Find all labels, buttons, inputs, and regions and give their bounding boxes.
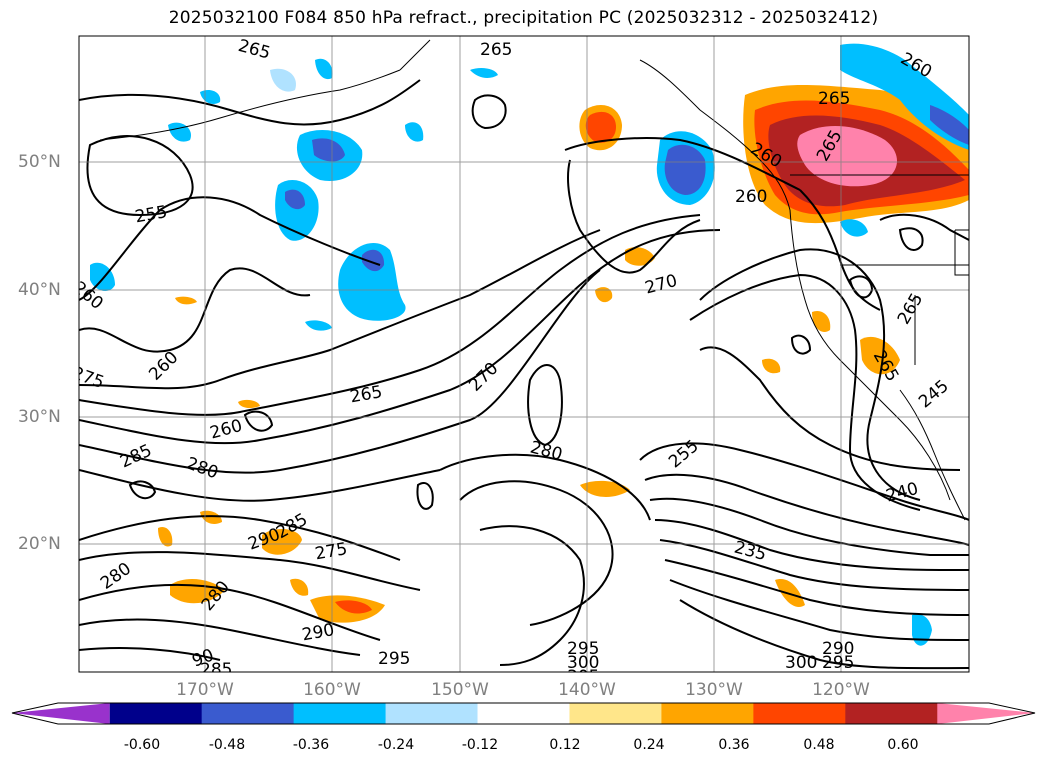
anomaly-positive-s6 <box>262 528 302 555</box>
lon-label: 150°W <box>431 680 489 700</box>
colorbar-segment <box>109 703 203 724</box>
contour-label: 295 <box>378 649 410 669</box>
anomaly-negative-small9 <box>840 219 868 237</box>
colorbar-segment <box>293 703 387 724</box>
colorbar-segment <box>845 703 938 724</box>
anomaly-positive-s10 <box>762 358 781 374</box>
anomaly-negative-small10 <box>912 614 932 646</box>
map-plot: 265 265 260 265 265 255 260 260 260 270 … <box>78 35 970 687</box>
lat-label: 20°N <box>18 534 61 554</box>
lon-label: 170°W <box>176 680 234 700</box>
colorbar-segment <box>201 703 295 724</box>
anomaly-positive-s3 <box>580 480 630 497</box>
lon-label: 130°W <box>685 680 743 700</box>
anomaly-negative-aleut-core <box>312 138 345 162</box>
refractivity-contours <box>79 79 969 670</box>
colorbar-tick-label: 0.12 <box>549 737 581 753</box>
contour-label: 305 <box>567 667 599 687</box>
anomaly-negative-small6 <box>405 122 424 142</box>
colorbar-tick-label: -0.12 <box>461 737 499 753</box>
colorbar-outline <box>11 702 1036 725</box>
colorbar-tick-label: 0.60 <box>887 737 919 753</box>
coastlines <box>99 39 969 521</box>
map-title: 2025032100 F084 850 hPa refract., precip… <box>168 8 879 28</box>
contour-label: 265 <box>480 40 512 60</box>
anomaly-positive-gulf-core <box>585 111 616 143</box>
colorbar-tick-label: 0.36 <box>718 737 750 753</box>
contour-label: 265 <box>818 89 850 109</box>
anomaly-positive-s1 <box>625 247 655 266</box>
contour-label: 300 <box>567 653 599 673</box>
contour-label: 300 <box>785 653 817 673</box>
colorbar-tick-label: -0.48 <box>208 737 246 753</box>
lon-label: 140°W <box>558 680 616 700</box>
colorbar-tick-label: -0.24 <box>377 737 415 753</box>
anomaly-positive-s9 <box>812 310 831 332</box>
anomaly-positive-pnw-max <box>797 125 897 187</box>
graticule <box>79 36 969 672</box>
anomaly-negative-ne-core <box>930 105 969 145</box>
contour-label: 295 <box>567 639 599 659</box>
lat-label: 40°N <box>18 280 61 300</box>
anomaly-positive-s8 <box>860 336 900 375</box>
colorbar-tick-label: 0.24 <box>633 737 665 753</box>
colorbar-segment <box>477 703 570 724</box>
colorbar-segment <box>569 703 662 724</box>
anomaly-negative-small8 <box>305 320 332 331</box>
colorbar <box>11 702 1036 725</box>
anomaly-positive-s11 <box>158 526 173 547</box>
colorbar-extend-min <box>12 703 110 724</box>
colorbar-segment <box>753 703 846 724</box>
anomaly-negative-small1 <box>90 262 115 292</box>
anomaly-positive-s2 <box>595 287 613 303</box>
contour-label: 260 <box>735 187 767 207</box>
plot-frame <box>78 35 970 673</box>
anomaly-negative-small5 <box>270 68 296 92</box>
anomaly-positive-s15 <box>238 399 260 409</box>
contour-label: 290 <box>822 639 854 659</box>
colorbar-tick-label: 0.48 <box>803 737 835 753</box>
colorbar-tick-label: -0.60 <box>123 737 161 753</box>
colorbar-segment <box>661 703 754 724</box>
anomaly-negative-small7 <box>470 67 498 78</box>
anomaly-negative-mid2-core <box>362 249 385 272</box>
precip-anomaly-shading <box>90 43 969 646</box>
colorbar-segment <box>385 703 479 724</box>
anomaly-negative-mid1-core <box>285 189 305 210</box>
lat-label: 30°N <box>18 407 61 427</box>
contour-label: 295 <box>822 653 854 673</box>
colorbar-segments <box>12 703 1035 724</box>
colorbar-tick-label: -0.36 <box>292 737 330 753</box>
anomaly-negative-bc-core <box>664 144 706 195</box>
anomaly-positive-s5-core <box>335 600 372 614</box>
lat-label: 50°N <box>18 152 61 172</box>
anomaly-negative-mid2 <box>338 242 406 321</box>
anomaly-negative-small4 <box>315 58 333 80</box>
lon-label: 160°W <box>303 680 361 700</box>
anomaly-positive-s13 <box>290 578 309 596</box>
contour-label: 285 <box>200 660 232 680</box>
colorbar-extend-max <box>937 703 1035 724</box>
anomaly-positive-s14 <box>175 296 197 305</box>
lon-label: 120°W <box>812 680 870 700</box>
